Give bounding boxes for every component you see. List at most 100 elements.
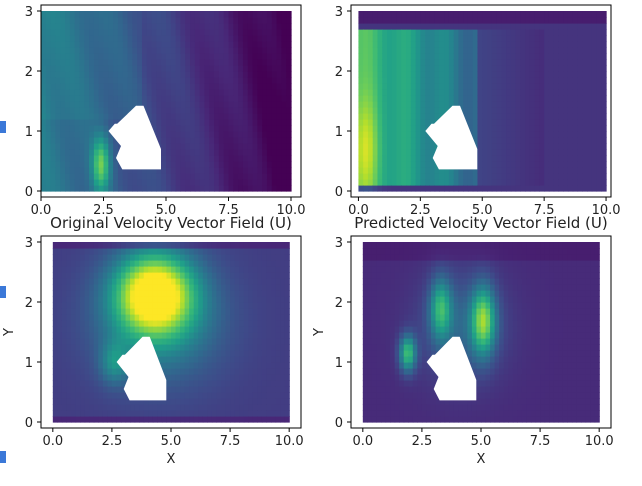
- heatmap-cell: [230, 266, 235, 273]
- heatmap-cell: [176, 53, 181, 60]
- heatmap-cell: [558, 95, 563, 102]
- heatmap-cell: [430, 83, 435, 90]
- heatmap-cell: [51, 83, 56, 90]
- heatmap-cell: [276, 410, 281, 417]
- heatmap-cell: [207, 296, 212, 303]
- heatmap-cell: [487, 17, 492, 24]
- heatmap-cell: [397, 65, 402, 72]
- heatmap-cell: [597, 53, 602, 60]
- heatmap-cell: [216, 254, 221, 261]
- heatmap-cell: [544, 143, 549, 150]
- heatmap-cell: [55, 41, 60, 48]
- heatmap-cell: [601, 59, 606, 66]
- heatmap-cell: [582, 107, 587, 114]
- heatmap-cell: [554, 131, 559, 138]
- heatmap-cell: [139, 404, 144, 411]
- heatmap-cell: [358, 185, 363, 192]
- heatmap-cell: [563, 107, 568, 114]
- heatmap-cell: [85, 278, 90, 285]
- heatmap-cell: [209, 113, 214, 120]
- heatmap-cell: [123, 101, 128, 108]
- heatmap-cell: [80, 326, 85, 333]
- heatmap-cell: [239, 392, 244, 399]
- heatmap-cell: [390, 314, 395, 321]
- heatmap-cell: [406, 107, 411, 114]
- heatmap-cell: [230, 380, 235, 387]
- heatmap-cell: [487, 131, 492, 138]
- heatmap-cell: [368, 59, 373, 66]
- heatmap-cell: [89, 95, 94, 102]
- heatmap-cell: [157, 344, 162, 351]
- heatmap-cell: [84, 125, 89, 132]
- heatmap-cell: [253, 29, 258, 36]
- heatmap-cell: [420, 77, 425, 84]
- heatmap-cell: [473, 11, 478, 18]
- heatmap-cell: [271, 356, 276, 363]
- heatmap-cell: [549, 119, 554, 126]
- heatmap-cell: [189, 362, 194, 369]
- heatmap-cell: [98, 386, 103, 393]
- heatmap-cell: [597, 17, 602, 24]
- heatmap-cell: [203, 338, 208, 345]
- heatmap-cell: [435, 71, 440, 78]
- heatmap-cell: [530, 161, 535, 168]
- heatmap-cell: [112, 410, 117, 417]
- heatmap-cell: [401, 143, 406, 150]
- heatmap-cell: [511, 101, 516, 108]
- heatmap-cell: [55, 53, 60, 60]
- heatmap-cell: [239, 320, 244, 327]
- heatmap-cell: [280, 248, 285, 255]
- heatmap-cell: [573, 47, 578, 54]
- heatmap-cell: [226, 302, 231, 309]
- heatmap-cell: [386, 350, 391, 357]
- heatmap-cell: [276, 392, 281, 399]
- heatmap-cell: [176, 254, 181, 261]
- heatmap-cell: [544, 59, 549, 66]
- heatmap-cell: [209, 59, 214, 66]
- heatmap-cell: [185, 173, 190, 180]
- heatmap-cell: [107, 362, 112, 369]
- heatmap-cell: [262, 254, 267, 261]
- heatmap-cell: [185, 392, 190, 399]
- heatmap-cell: [209, 35, 214, 42]
- heatmap-cell: [535, 77, 540, 84]
- heatmap-cell: [430, 35, 435, 42]
- heatmap-cell: [194, 278, 199, 285]
- heatmap-cell: [372, 302, 377, 309]
- heatmap-cell: [544, 77, 549, 84]
- heatmap-cell: [185, 71, 190, 78]
- heatmap-cell: [535, 41, 540, 48]
- heatmap-cell: [535, 23, 540, 30]
- heatmap-cell: [185, 362, 190, 369]
- heatmap-cell: [94, 77, 99, 84]
- heatmap-cell: [185, 83, 190, 90]
- heatmap-cell: [229, 41, 234, 48]
- heatmap-cell: [248, 155, 253, 162]
- heatmap-cell: [601, 101, 606, 108]
- heatmap-cell: [449, 185, 454, 192]
- heatmap-cell: [530, 173, 535, 180]
- heatmap-cell: [161, 149, 166, 156]
- heatmap-cell: [406, 29, 411, 36]
- heatmap-cell: [468, 119, 473, 126]
- heatmap-cell: [229, 113, 234, 120]
- heatmap-cell: [152, 59, 157, 66]
- heatmap-cell: [516, 107, 521, 114]
- heatmap-cell: [84, 155, 89, 162]
- heatmap-cell: [76, 254, 81, 261]
- heatmap-cell: [358, 167, 363, 174]
- heatmap-cell: [189, 314, 194, 321]
- heatmap-cell: [216, 374, 221, 381]
- heatmap-cell: [130, 326, 135, 333]
- heatmap-cell: [230, 308, 235, 315]
- heatmap-cell: [390, 410, 395, 417]
- heatmap-cell: [235, 284, 240, 291]
- heatmap-cell: [212, 398, 217, 405]
- heatmap-cell: [554, 167, 559, 174]
- heatmap-cell: [148, 302, 153, 309]
- heatmap-cell: [386, 386, 391, 393]
- heatmap-cell: [368, 173, 373, 180]
- heatmap-cell: [501, 41, 506, 48]
- heatmap-cell: [185, 35, 190, 42]
- heatmap-cell: [75, 167, 80, 174]
